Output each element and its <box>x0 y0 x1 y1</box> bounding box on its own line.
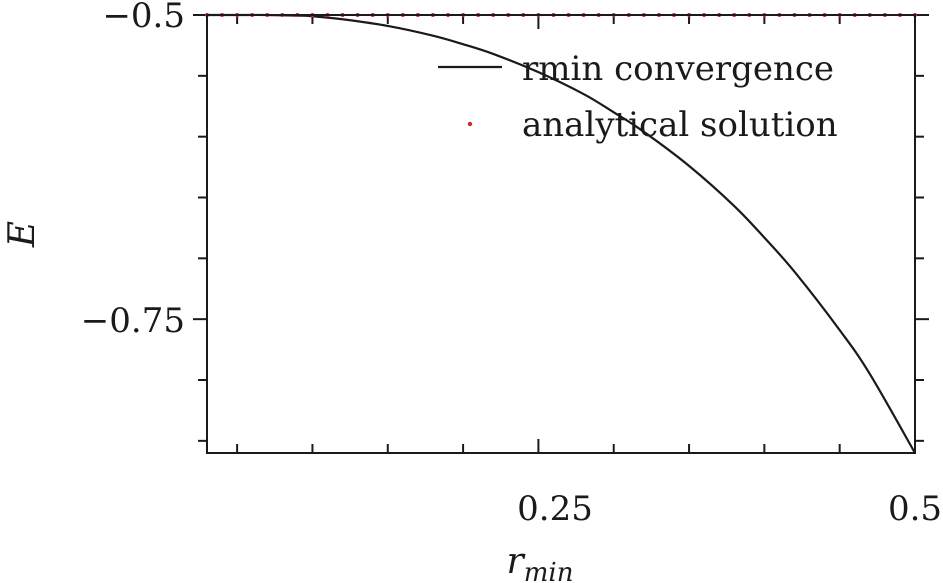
x-tick-labels: 0.25 0.5 <box>517 489 942 529</box>
x-tick-label: 0.25 <box>517 489 593 529</box>
y-axis-label: E <box>2 221 43 248</box>
plot-frame <box>206 14 916 454</box>
y-tick-label: −0.5 <box>102 0 185 36</box>
legend-label: rmin convergence <box>522 49 834 89</box>
legend-label: analytical solution <box>522 105 838 145</box>
y-tick-labels: −0.5 −0.75 <box>81 0 185 341</box>
y-tick-label: −0.75 <box>81 301 185 341</box>
legend-dot-swatch <box>467 121 473 127</box>
x-axis-label: rmin <box>507 541 574 583</box>
legend: rmin convergence analytical solution <box>438 49 838 145</box>
x-axis-label-main: r <box>507 541 526 582</box>
x-axis-label-subscript: min <box>524 558 574 583</box>
x-tick-label: 0.5 <box>888 489 942 529</box>
